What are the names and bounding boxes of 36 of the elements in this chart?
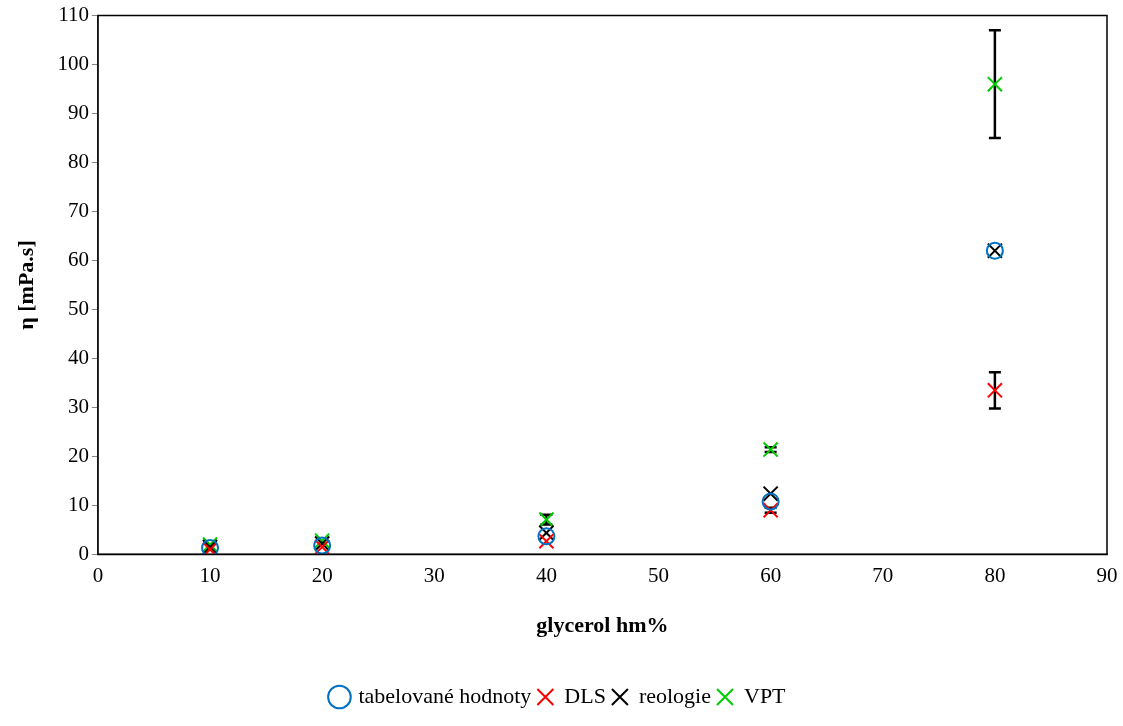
y-tick-label: 0: [78, 540, 89, 565]
point: [986, 76, 1003, 93]
y-tick-label: 100: [57, 51, 89, 76]
point: [762, 502, 779, 519]
legend-label: DLS: [564, 682, 606, 708]
x-tick-label: 20: [311, 562, 333, 587]
y-axis-title: η [mPa.s]: [12, 240, 38, 330]
legend-label: tabelované hodnoty: [358, 682, 532, 708]
y-tick-label: 50: [67, 296, 89, 321]
y-tick-label: 110: [58, 2, 89, 27]
y-tick-label: 10: [67, 491, 89, 516]
point: [538, 524, 555, 541]
x-tick-label: 80: [984, 562, 1006, 587]
y-tick-label: 40: [67, 344, 89, 369]
x-axis-title: glycerol hm%: [536, 612, 669, 638]
point: [762, 441, 779, 458]
point: [986, 382, 1003, 399]
legend-label: VPT: [743, 682, 787, 708]
point: [537, 527, 556, 546]
y-tick-label: 30: [67, 393, 89, 418]
point: [538, 533, 555, 550]
x-tick-label: 60: [760, 562, 782, 587]
point: [762, 485, 779, 502]
x-tick-label: 50: [648, 562, 670, 587]
y-tick-label: 60: [67, 247, 89, 272]
y-tick-label: 90: [67, 100, 89, 125]
y-tick-label: 80: [67, 149, 89, 174]
x-tick-label: 70: [872, 562, 894, 587]
x-tick-label: 30: [423, 562, 445, 587]
legend-label: reologie: [638, 682, 711, 708]
y-tick-label: 20: [67, 442, 89, 467]
x-tick-label: 10: [199, 562, 221, 587]
x-tick-label: 90: [1096, 562, 1118, 587]
x-tick-label: 40: [535, 562, 557, 587]
point: [761, 492, 780, 511]
y-tick-label: 70: [67, 198, 89, 223]
